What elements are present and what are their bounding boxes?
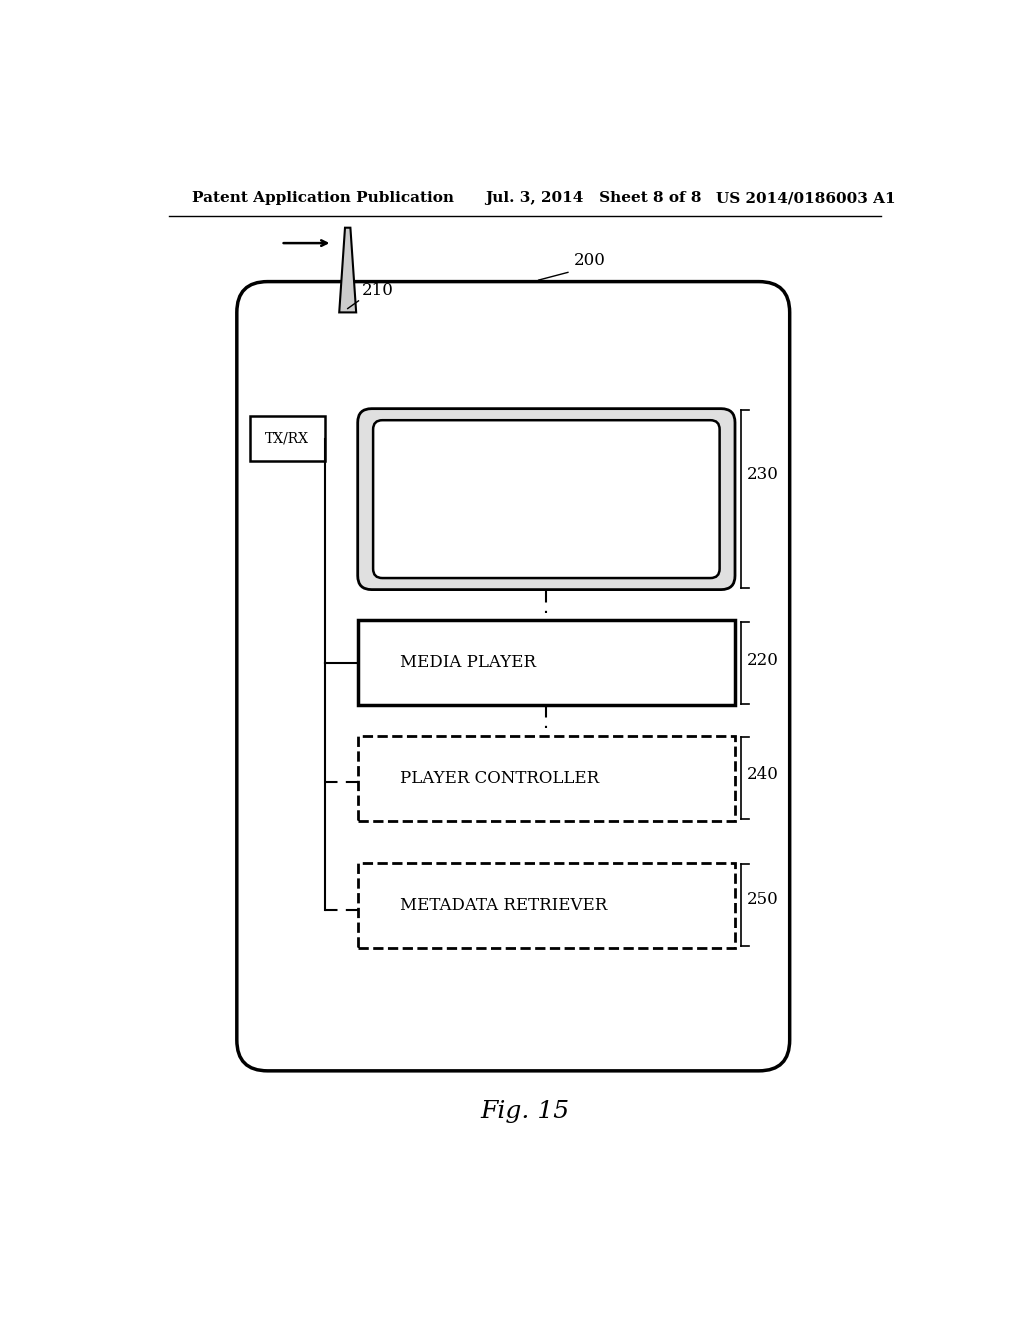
Text: TX/RX: TX/RX <box>265 432 309 446</box>
Text: MEDIA PLAYER: MEDIA PLAYER <box>400 655 536 672</box>
Text: PLAYER CONTROLLER: PLAYER CONTROLLER <box>400 770 599 787</box>
Text: METADATA RETRIEVER: METADATA RETRIEVER <box>400 896 607 913</box>
FancyBboxPatch shape <box>237 281 790 1071</box>
Text: Jul. 3, 2014   Sheet 8 of 8: Jul. 3, 2014 Sheet 8 of 8 <box>484 191 701 206</box>
Bar <box>357 620 735 705</box>
Text: 230: 230 <box>746 466 778 483</box>
FancyBboxPatch shape <box>357 409 735 590</box>
Text: 200: 200 <box>574 252 606 269</box>
Polygon shape <box>339 227 356 313</box>
Text: US 2014/0186003 A1: US 2014/0186003 A1 <box>716 191 895 206</box>
Bar <box>250 416 325 461</box>
Text: 250: 250 <box>746 891 778 908</box>
Text: Patent Application Publication: Patent Application Publication <box>193 191 455 206</box>
Text: 240: 240 <box>746 766 778 783</box>
Text: 210: 210 <box>361 281 393 298</box>
FancyBboxPatch shape <box>373 420 720 578</box>
Bar <box>357 863 735 948</box>
Bar <box>357 737 735 821</box>
Text: Fig. 15: Fig. 15 <box>480 1100 569 1123</box>
Text: 220: 220 <box>746 652 778 669</box>
